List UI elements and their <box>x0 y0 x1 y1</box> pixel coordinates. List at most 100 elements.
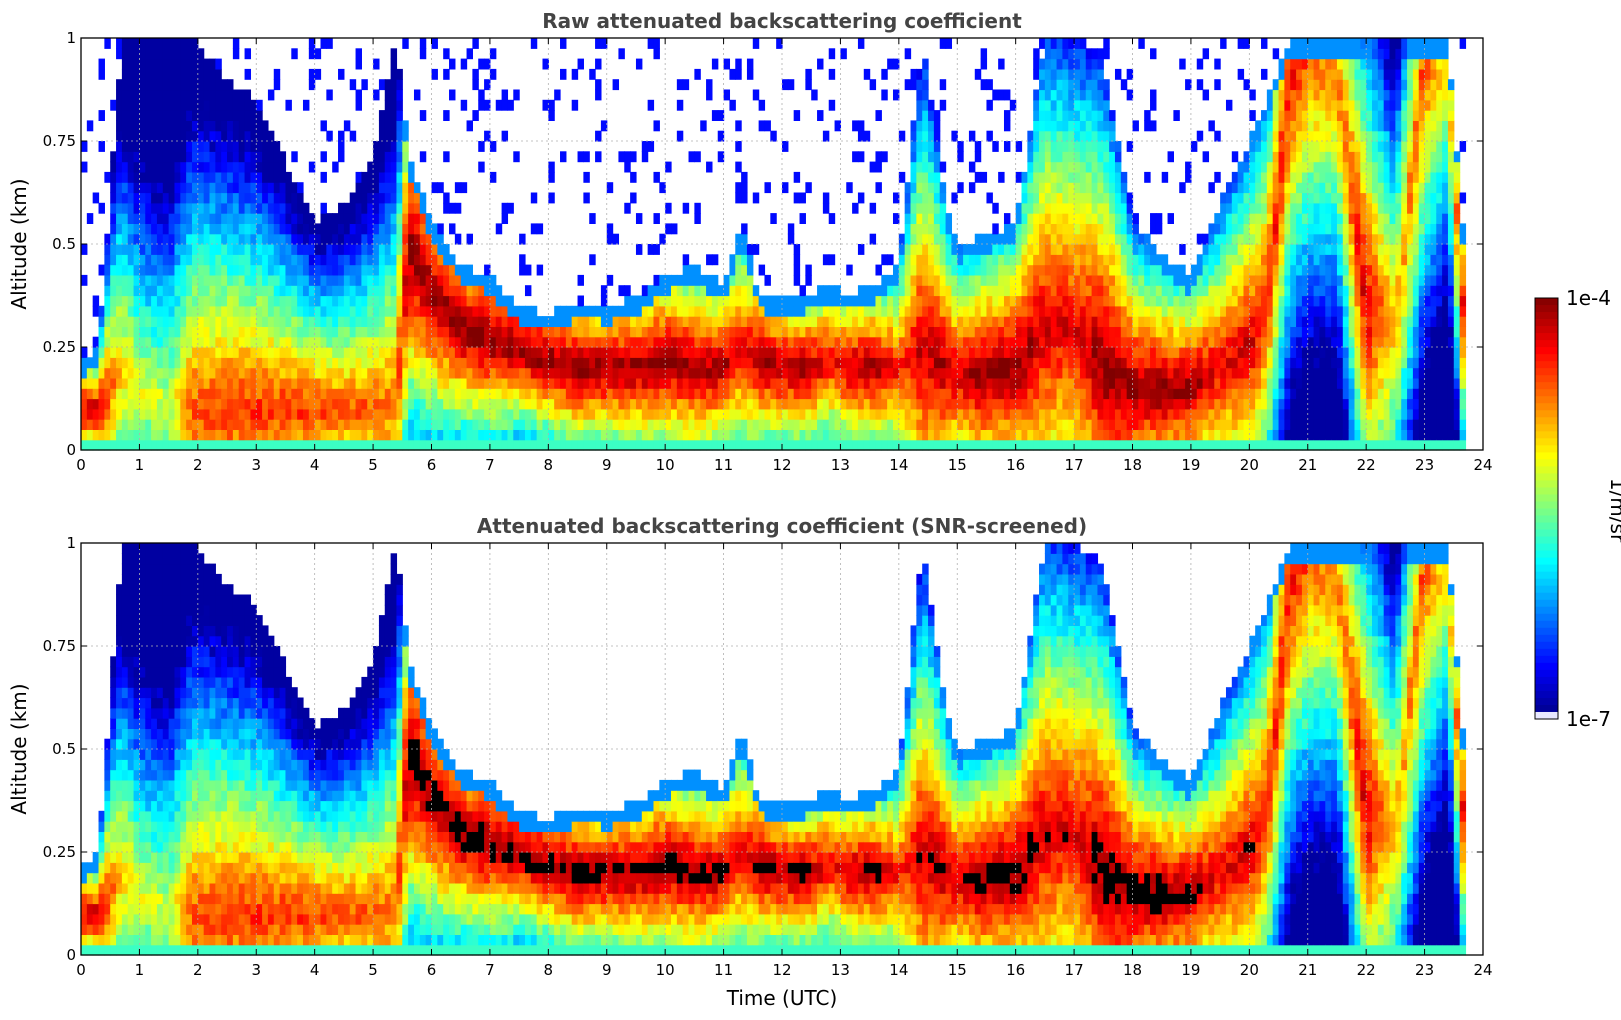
heatmap-cell <box>274 368 280 379</box>
heatmap-cell <box>280 419 286 430</box>
heatmap-cell <box>455 316 461 327</box>
heatmap-cell <box>215 296 221 307</box>
heatmap-cell <box>280 368 286 379</box>
heatmap-cell <box>139 110 145 121</box>
heatmap-cell <box>432 296 438 307</box>
heatmap-cell <box>554 347 560 358</box>
heatmap-cell <box>116 275 122 286</box>
heatmap-cell <box>139 151 145 162</box>
heatmap-cell <box>1191 399 1197 410</box>
heatmap-cell <box>361 326 367 337</box>
heatmap-cell <box>712 440 718 451</box>
heatmap-cell <box>373 223 379 234</box>
heatmap-cell <box>297 275 303 286</box>
heatmap-cell <box>1033 162 1039 173</box>
heatmap-cell <box>764 357 770 368</box>
heatmap-cell <box>332 223 338 234</box>
heatmap-cell <box>1039 347 1045 358</box>
heatmap-cell <box>753 296 759 307</box>
heatmap-cell <box>1074 275 1080 286</box>
heatmap-cell <box>1074 151 1080 162</box>
heatmap-cell <box>315 388 321 399</box>
heatmap-cell <box>694 440 700 451</box>
heatmap-cell <box>467 306 473 317</box>
heatmap-cell <box>1121 296 1127 307</box>
heatmap-cell <box>326 399 332 410</box>
heatmap-cell <box>1097 399 1103 410</box>
heatmap-cell <box>595 151 601 162</box>
heatmap-cell <box>198 59 204 70</box>
heatmap-cell <box>198 151 204 162</box>
heatmap-cell <box>548 440 554 451</box>
heatmap-cell <box>817 378 823 389</box>
heatmap-cell <box>712 316 718 327</box>
heatmap-cell <box>122 59 128 70</box>
heatmap-cell <box>385 182 391 193</box>
heatmap-cell <box>110 254 116 265</box>
heatmap-cell <box>759 120 765 131</box>
heatmap-cell <box>700 419 706 430</box>
heatmap-cell <box>169 337 175 348</box>
heatmap-cell <box>1156 399 1162 410</box>
heatmap-cell <box>1027 131 1033 142</box>
heatmap-cell <box>396 244 402 255</box>
heatmap-cell <box>916 347 922 358</box>
heatmap-cell <box>496 419 502 430</box>
heatmap-cell <box>361 244 367 255</box>
heatmap-cell <box>180 69 186 80</box>
heatmap-cell <box>922 151 928 162</box>
heatmap-cell <box>221 79 227 90</box>
heatmap-cell <box>683 429 689 440</box>
heatmap-cell <box>817 306 823 317</box>
heatmap-cell <box>496 326 502 337</box>
heatmap-cell <box>1092 440 1098 451</box>
heatmap-cell <box>525 306 531 317</box>
heatmap-cell <box>665 275 671 286</box>
heatmap-cell <box>1074 296 1080 307</box>
heatmap-cell <box>829 213 835 224</box>
heatmap-cell <box>946 296 952 307</box>
heatmap-cell <box>385 90 391 101</box>
heatmap-cell <box>256 141 262 152</box>
heatmap-cell <box>268 172 274 183</box>
heatmap-cell <box>981 409 987 420</box>
heatmap-cell <box>846 306 852 317</box>
heatmap-cell <box>379 388 385 399</box>
heatmap-cell <box>729 409 735 420</box>
heatmap-cell <box>391 265 397 276</box>
heatmap-cell <box>618 419 624 430</box>
heatmap-cell <box>1080 120 1086 131</box>
heatmap-cell <box>1039 388 1045 399</box>
heatmap-cell <box>1133 440 1139 451</box>
heatmap-cell <box>1103 151 1109 162</box>
heatmap-cell <box>122 38 128 49</box>
heatmap-cell <box>443 254 449 265</box>
heatmap-cell <box>1203 409 1209 420</box>
heatmap-cell <box>805 79 811 90</box>
heatmap-cell <box>572 399 578 410</box>
heatmap-cell <box>1121 223 1127 234</box>
heatmap-cell <box>1086 90 1092 101</box>
heatmap-cell <box>239 337 245 348</box>
heatmap-cell <box>899 275 905 286</box>
heatmap-cell <box>724 368 730 379</box>
heatmap-cell <box>653 285 659 296</box>
heatmap-cell <box>1039 120 1045 131</box>
heatmap-cell <box>811 399 817 410</box>
heatmap-cell <box>344 368 350 379</box>
heatmap-cell <box>899 254 905 265</box>
heatmap-cell <box>1057 337 1063 348</box>
heatmap-cell <box>256 347 262 358</box>
heatmap-cell <box>145 182 151 193</box>
heatmap-cell <box>513 399 519 410</box>
heatmap-cell <box>151 296 157 307</box>
heatmap-cell <box>870 316 876 327</box>
heatmap-cell <box>1133 419 1139 430</box>
heatmap-cell <box>1074 409 1080 420</box>
heatmap-cell <box>595 79 601 90</box>
heatmap-cell <box>764 399 770 410</box>
heatmap-cell <box>245 440 251 451</box>
heatmap-cell <box>379 223 385 234</box>
heatmap-cell <box>385 440 391 451</box>
heatmap-cell <box>1156 388 1162 399</box>
